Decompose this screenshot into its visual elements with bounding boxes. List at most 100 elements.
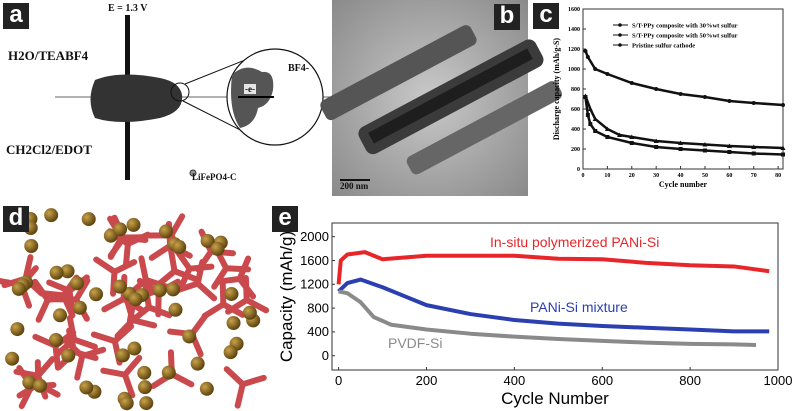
data-point (702, 142, 708, 147)
scale-bar-label: 200 nm (340, 181, 369, 191)
data-point (751, 101, 756, 105)
sphere (49, 265, 64, 280)
data-point (678, 140, 684, 145)
y-tick-label: 600 (571, 107, 580, 113)
rod (223, 265, 252, 273)
rod (223, 366, 246, 388)
data-point (605, 72, 610, 76)
bottom-solvent-label: CH2Cl2/EDOT (6, 142, 92, 157)
voltage-label: E = 1.3 V (108, 3, 148, 14)
series-label: PVDF-Si (388, 335, 442, 351)
plot-frame (331, 222, 779, 371)
data-point (592, 116, 598, 121)
y-tick-label: 1600 (568, 7, 580, 13)
panel-label-c: c (533, 3, 559, 29)
sphere (242, 305, 257, 320)
rod (66, 287, 76, 316)
series-line (584, 95, 784, 150)
y-tick-label: 1200 (300, 277, 329, 292)
rod (194, 280, 218, 302)
data-point (702, 95, 707, 99)
sphere (126, 217, 141, 232)
sphere (48, 332, 63, 347)
sphere (89, 287, 104, 302)
sphere (182, 329, 197, 344)
data-point (781, 103, 785, 107)
data-point (585, 113, 590, 117)
sphere (33, 378, 48, 393)
y-tick-label: 1400 (568, 27, 580, 33)
sphere (81, 212, 96, 227)
x-tick-label: 800 (679, 373, 701, 388)
rod (234, 381, 246, 409)
sphere (226, 315, 241, 330)
y-tick-label: 1600 (300, 253, 329, 268)
sphere (61, 348, 76, 363)
sphere (115, 348, 130, 363)
tem-image (320, 0, 563, 196)
sphere (168, 302, 183, 317)
sphere (10, 322, 25, 337)
sphere (200, 233, 215, 248)
data-point (654, 87, 659, 91)
x-tick-label: 30 (653, 173, 659, 179)
y-tick-label: 0 (322, 348, 329, 363)
rod (219, 279, 227, 308)
y-tick-label: 400 (571, 127, 580, 133)
data-point (582, 93, 588, 98)
legend-entry: S/T-PPy composite with 50%wt sulfur (632, 33, 738, 40)
series-line (338, 289, 757, 348)
x-tick-label: 0 (582, 173, 585, 179)
x-tick-label: 60 (726, 173, 732, 179)
data-point (585, 55, 590, 59)
data-point (751, 144, 757, 149)
rod (63, 338, 86, 360)
rod (168, 371, 195, 388)
rod (138, 255, 149, 283)
panel-label-a: a (3, 3, 29, 29)
y-tick-label: 800 (307, 300, 329, 315)
y-tick-label: 2000 (300, 229, 329, 244)
rod (38, 290, 67, 299)
y-tick-label: 800 (571, 87, 580, 93)
y-tick-label: 1000 (568, 67, 580, 73)
rod (90, 331, 118, 345)
sphere (210, 241, 225, 256)
sphere (224, 286, 239, 301)
top-solvent-label: H2O/TEABF4 (8, 48, 89, 63)
data-point (587, 106, 593, 111)
rod (243, 296, 270, 314)
rod (236, 275, 257, 300)
sphere (72, 300, 87, 315)
data-point (604, 126, 610, 131)
particle-legend: LiFePO4-C (192, 172, 237, 182)
sphere (24, 238, 39, 253)
x-tick-label: 80 (775, 173, 781, 179)
rod (220, 301, 246, 318)
data-point (629, 141, 634, 145)
data-point (653, 138, 659, 143)
rod (35, 296, 51, 323)
series-line (584, 50, 784, 107)
rod (111, 323, 135, 345)
sphere (53, 308, 68, 323)
sphere (161, 365, 176, 380)
y-axis-label: Discharge capacity (mAh/g-S) (552, 38, 561, 141)
x-tick-label: 1000 (764, 373, 793, 388)
x-tick-label: 40 (678, 173, 684, 179)
rod (201, 301, 227, 319)
data-point (593, 129, 598, 133)
electrode-schematic (55, 15, 330, 180)
rod (195, 248, 215, 273)
rod (73, 277, 91, 303)
legend-entry: Pristine sulfur cathode (632, 43, 695, 50)
particle-cluster (90, 74, 183, 122)
data-point (678, 147, 683, 151)
x-tick-label: 20 (629, 173, 635, 179)
rod (177, 265, 193, 292)
data-point (593, 67, 598, 71)
data-point (780, 145, 786, 150)
x-tick-label: 600 (591, 373, 613, 388)
rod (74, 353, 86, 381)
